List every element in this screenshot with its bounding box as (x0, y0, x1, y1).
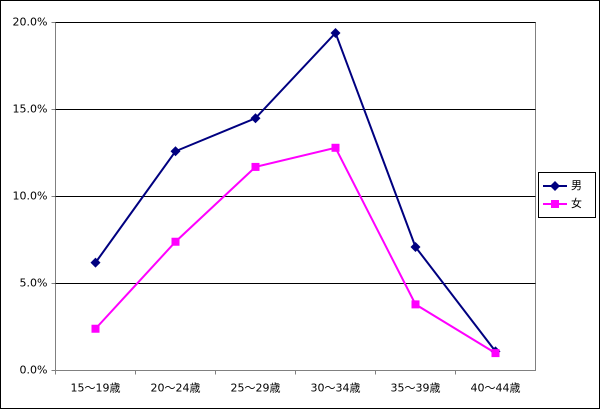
x-tick-label: 30～34歳 (311, 382, 361, 395)
data-point (250, 113, 261, 124)
y-tick-label: 10.0% (13, 190, 48, 203)
y-tick-label: 0.0% (20, 364, 48, 377)
x-tick-label: 35～39歳 (391, 382, 441, 395)
y-tick-label: 5.0% (20, 277, 48, 290)
x-tick-label: 20～24歳 (151, 382, 201, 395)
y-tick-label: 20.0% (13, 16, 48, 29)
data-point (91, 324, 100, 333)
x-tick-label: 15～19歳 (71, 382, 121, 395)
y-tick-label: 15.0% (13, 103, 48, 116)
legend-marker (550, 181, 560, 191)
x-tick-label: 25～29歳 (231, 382, 281, 395)
data-point (331, 143, 340, 152)
data-point (410, 241, 421, 252)
data-point (171, 237, 180, 246)
legend (538, 172, 596, 218)
data-point (251, 162, 260, 171)
data-point (90, 257, 101, 268)
series-line (94, 31, 497, 352)
data-point (330, 27, 341, 38)
legend-label: 女 (571, 196, 582, 210)
data-point (170, 146, 181, 157)
data-point (491, 349, 500, 358)
legend-label: 男 (571, 179, 582, 192)
legend-marker (551, 200, 559, 208)
x-tick-label: 40～44歳 (471, 382, 521, 395)
data-point (411, 300, 420, 309)
series-line (94, 146, 497, 354)
